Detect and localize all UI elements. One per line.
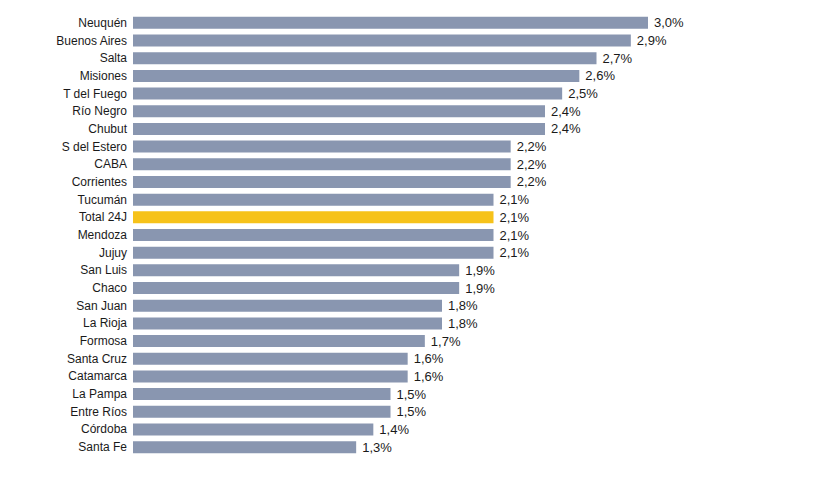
svg-text:2,1%: 2,1% [500, 245, 530, 260]
svg-text:Jujuy: Jujuy [99, 246, 127, 260]
svg-text:Corrientes: Corrientes [72, 175, 127, 189]
svg-text:1,5%: 1,5% [397, 404, 427, 419]
svg-text:1,3%: 1,3% [362, 440, 392, 455]
svg-text:2,1%: 2,1% [500, 210, 530, 225]
svg-text:1,4%: 1,4% [379, 422, 409, 437]
svg-text:Entre Ríos: Entre Ríos [70, 405, 127, 419]
svg-text:1,8%: 1,8% [448, 316, 478, 331]
svg-text:T del Fuego: T del Fuego [63, 87, 127, 101]
svg-text:Córdoba: Córdoba [81, 422, 127, 436]
svg-text:Chaco: Chaco [92, 281, 127, 295]
svg-text:Santa Fe: Santa Fe [78, 440, 127, 454]
svg-text:Río Negro: Río Negro [72, 104, 127, 118]
svg-text:2,6%: 2,6% [585, 68, 615, 83]
svg-text:2,5%: 2,5% [568, 86, 598, 101]
svg-text:Santa Cruz: Santa Cruz [67, 352, 127, 366]
svg-text:San Juan: San Juan [76, 299, 127, 313]
svg-text:Salta: Salta [100, 51, 128, 65]
svg-text:2,2%: 2,2% [517, 174, 547, 189]
svg-text:San Luis: San Luis [80, 263, 127, 277]
svg-text:La Rioja: La Rioja [83, 316, 127, 330]
svg-text:Catamarca: Catamarca [68, 369, 127, 383]
svg-text:S del Estero: S del Estero [62, 140, 128, 154]
svg-text:Neuquén: Neuquén [78, 16, 127, 30]
svg-text:Misiones: Misiones [80, 69, 127, 83]
svg-text:1,8%: 1,8% [448, 298, 478, 313]
svg-text:1,5%: 1,5% [397, 387, 427, 402]
svg-text:Chubut: Chubut [88, 122, 127, 136]
svg-text:2,2%: 2,2% [517, 139, 547, 154]
svg-text:2,2%: 2,2% [517, 157, 547, 172]
svg-text:1,6%: 1,6% [414, 351, 444, 366]
svg-text:3,0%: 3,0% [654, 15, 684, 30]
svg-text:2,9%: 2,9% [637, 33, 667, 48]
svg-text:1,7%: 1,7% [431, 334, 461, 349]
svg-text:CABA: CABA [94, 157, 127, 171]
svg-text:Buenos Aires: Buenos Aires [56, 34, 127, 48]
svg-text:1,9%: 1,9% [465, 281, 495, 296]
svg-text:2,1%: 2,1% [500, 192, 530, 207]
svg-text:La Pampa: La Pampa [72, 387, 127, 401]
svg-text:2,4%: 2,4% [551, 104, 581, 119]
svg-text:1,9%: 1,9% [465, 263, 495, 278]
svg-text:Tucumán: Tucumán [77, 193, 127, 207]
svg-text:Formosa: Formosa [80, 334, 128, 348]
svg-text:Total 24J: Total 24J [79, 210, 127, 224]
svg-text:Mendoza: Mendoza [78, 228, 128, 242]
svg-text:2,7%: 2,7% [603, 51, 633, 66]
svg-text:1,6%: 1,6% [414, 369, 444, 384]
svg-text:2,1%: 2,1% [500, 228, 530, 243]
svg-text:2,4%: 2,4% [551, 121, 581, 136]
